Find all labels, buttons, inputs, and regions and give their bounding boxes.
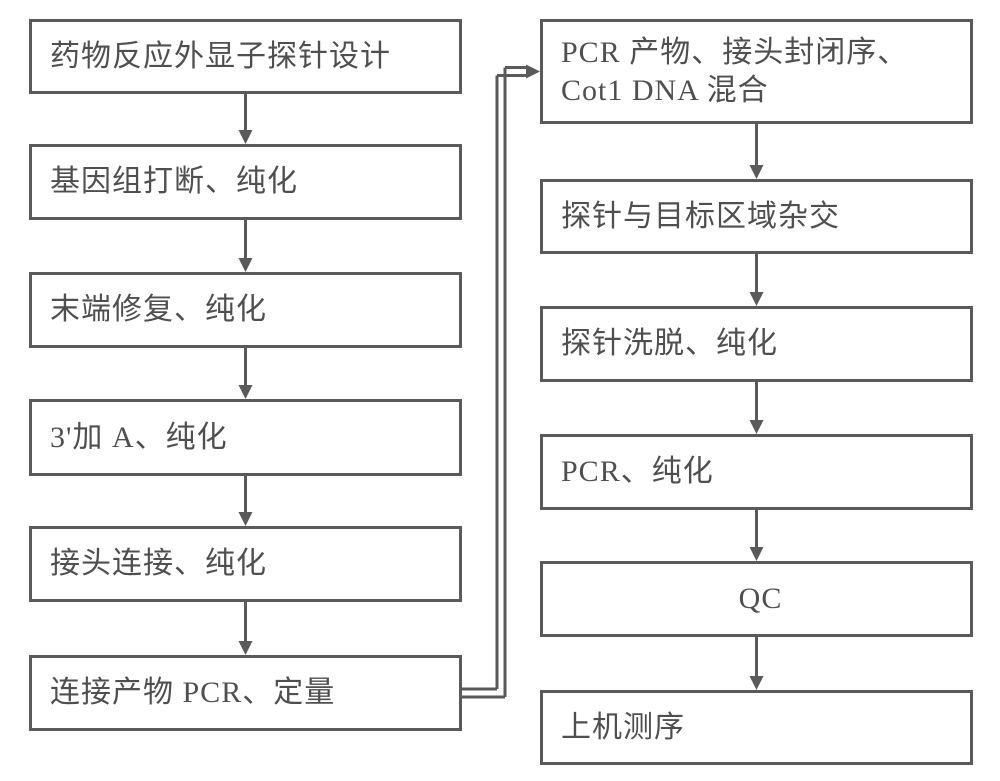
flow-box-label-L1: 药物反应外显子探针设计 — [50, 38, 391, 76]
flow-box-L4: 3'加 A、纯化 — [29, 399, 462, 476]
flow-box-R5: QC — [540, 561, 973, 637]
flow-box-L6: 连接产物 PCR、定量 — [29, 655, 462, 731]
flow-box-label-R3: 探针洗脱、纯化 — [561, 325, 778, 363]
flow-box-R4: PCR、纯化 — [540, 434, 973, 510]
flow-box-label-L2: 基因组打断、纯化 — [50, 163, 298, 201]
flow-box-R2: 探针与目标区域杂交 — [540, 179, 973, 254]
flow-box-label-R1: PCR 产物、接头封闭序、 Cot1 DNA 混合 — [561, 34, 908, 109]
flow-box-label-L4: 3'加 A、纯化 — [50, 419, 228, 457]
flow-box-label-R2: 探针与目标区域杂交 — [561, 198, 840, 236]
flow-box-label-L5: 接头连接、纯化 — [50, 545, 267, 583]
flow-box-L2: 基因组打断、纯化 — [29, 144, 462, 220]
flow-box-L3: 末端修复、纯化 — [29, 272, 462, 348]
flow-box-L5: 接头连接、纯化 — [29, 526, 462, 602]
flow-box-label-L6: 连接产物 PCR、定量 — [50, 674, 335, 712]
flow-box-R6: 上机测序 — [540, 690, 973, 765]
flow-box-label-L3: 末端修复、纯化 — [50, 291, 267, 329]
flow-box-L1: 药物反应外显子探针设计 — [29, 19, 462, 94]
flow-box-R3: 探针洗脱、纯化 — [540, 306, 973, 382]
flow-box-label-R6: 上机测序 — [561, 709, 685, 747]
flow-box-label-R4: PCR、纯化 — [561, 453, 714, 491]
flow-box-label-R5: QC — [739, 580, 783, 618]
flowchart-canvas: 药物反应外显子探针设计基因组打断、纯化末端修复、纯化 3'加 A、纯化接头连接、纯… — [0, 0, 1000, 781]
flow-box-R1: PCR 产物、接头封闭序、 Cot1 DNA 混合 — [540, 19, 973, 124]
